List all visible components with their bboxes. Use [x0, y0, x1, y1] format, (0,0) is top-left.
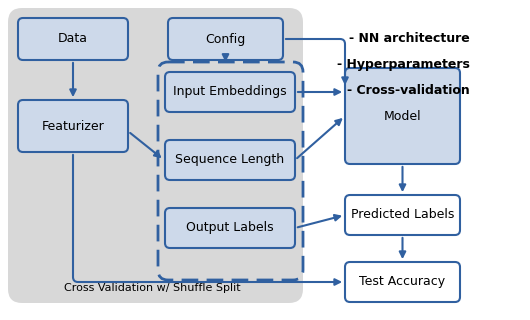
FancyBboxPatch shape [8, 8, 303, 303]
FancyBboxPatch shape [165, 208, 295, 248]
FancyBboxPatch shape [165, 140, 295, 180]
Text: Data: Data [58, 33, 88, 45]
Text: Output Labels: Output Labels [186, 221, 274, 235]
Text: Cross Validation w/ Shuffle Split: Cross Validation w/ Shuffle Split [64, 283, 240, 293]
Text: Model: Model [384, 109, 421, 123]
FancyBboxPatch shape [168, 18, 283, 60]
Text: Predicted Labels: Predicted Labels [351, 209, 454, 221]
Text: - Hyperparameters: - Hyperparameters [337, 58, 470, 71]
Text: Featurizer: Featurizer [42, 119, 104, 132]
FancyBboxPatch shape [345, 195, 460, 235]
Text: - NN architecture: - NN architecture [349, 32, 470, 45]
FancyBboxPatch shape [345, 262, 460, 302]
Text: Input Embeddings: Input Embeddings [173, 85, 287, 99]
FancyBboxPatch shape [345, 68, 460, 164]
FancyBboxPatch shape [165, 72, 295, 112]
FancyBboxPatch shape [18, 18, 128, 60]
Text: Sequence Length: Sequence Length [175, 154, 285, 166]
Text: Config: Config [206, 33, 245, 45]
Text: Test Accuracy: Test Accuracy [359, 276, 446, 289]
Text: - Cross-validation: - Cross-validation [347, 84, 470, 97]
FancyBboxPatch shape [18, 100, 128, 152]
